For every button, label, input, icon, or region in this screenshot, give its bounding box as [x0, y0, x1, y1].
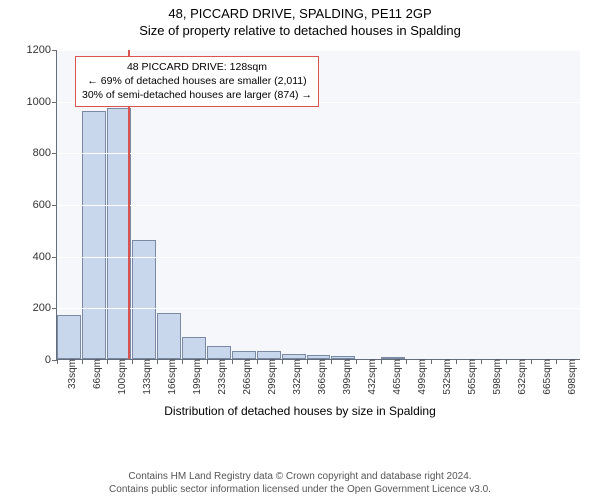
bar — [157, 313, 181, 360]
bar — [232, 351, 256, 359]
x-tick-mark — [132, 359, 133, 364]
x-tick-label: 299sqm — [265, 359, 278, 395]
x-tick-mark — [331, 359, 332, 364]
y-tick-mark — [52, 205, 57, 206]
x-tick-mark — [307, 359, 308, 364]
x-tick-label: 33sqm — [65, 359, 78, 389]
bar — [57, 315, 81, 359]
y-tick-mark — [52, 50, 57, 51]
bar — [182, 337, 206, 359]
x-tick-mark — [157, 359, 158, 364]
bar — [107, 108, 131, 359]
x-tick-label: 133sqm — [140, 359, 153, 395]
annotation-box: 48 PICCARD DRIVE: 128sqm ← 69% of detach… — [75, 56, 319, 107]
x-tick-label: 233sqm — [215, 359, 228, 395]
annotation-line2: ← 69% of detached houses are smaller (2,… — [82, 74, 312, 88]
x-tick-label: 366sqm — [315, 359, 328, 395]
y-tick-mark — [52, 153, 57, 154]
x-axis-label: Distribution of detached houses by size … — [164, 404, 436, 418]
footer-line1: Contains HM Land Registry data © Crown c… — [109, 470, 491, 483]
x-tick-mark — [107, 359, 108, 364]
gridline — [57, 257, 580, 258]
page-subtitle: Size of property relative to detached ho… — [0, 21, 600, 42]
page-title: 48, PICCARD DRIVE, SPALDING, PE11 2GP — [0, 0, 600, 21]
footer-line2: Contains public sector information licen… — [109, 483, 491, 496]
x-tick-label: 399sqm — [340, 359, 353, 395]
x-tick-label: 632sqm — [515, 359, 528, 395]
gridline — [57, 308, 580, 309]
plot-area: 48 PICCARD DRIVE: 128sqm ← 69% of detach… — [56, 50, 580, 360]
x-tick-label: 565sqm — [465, 359, 478, 395]
x-tick-mark — [356, 359, 357, 364]
x-tick-mark — [82, 359, 83, 364]
x-tick-label: 532sqm — [440, 359, 453, 395]
x-tick-mark — [207, 359, 208, 364]
x-tick-label: 66sqm — [90, 359, 103, 389]
x-tick-label: 465sqm — [390, 359, 403, 395]
x-tick-mark — [57, 359, 58, 364]
bar — [82, 111, 106, 359]
gridline — [57, 153, 580, 154]
y-tick-mark — [52, 308, 57, 309]
x-tick-mark — [506, 359, 507, 364]
x-tick-mark — [182, 359, 183, 364]
bar — [207, 346, 231, 359]
x-tick-label: 100sqm — [115, 359, 128, 395]
x-tick-label: 665sqm — [540, 359, 553, 395]
x-tick-mark — [431, 359, 432, 364]
bar — [132, 240, 156, 359]
x-tick-label: 166sqm — [165, 359, 178, 395]
x-tick-mark — [481, 359, 482, 364]
x-tick-label: 432sqm — [365, 359, 378, 395]
chart-container: Number of detached properties 48 PICCARD… — [0, 44, 600, 424]
annotation-line3: 30% of semi-detached houses are larger (… — [82, 88, 312, 102]
x-tick-label: 332sqm — [290, 359, 303, 395]
x-tick-mark — [282, 359, 283, 364]
x-tick-mark — [232, 359, 233, 364]
annotation-line1: 48 PICCARD DRIVE: 128sqm — [82, 60, 312, 74]
y-tick-mark — [52, 257, 57, 258]
x-tick-label: 499sqm — [415, 359, 428, 395]
footer: Contains HM Land Registry data © Crown c… — [109, 470, 491, 496]
bar — [257, 351, 281, 359]
x-tick-mark — [556, 359, 557, 364]
x-tick-label: 199sqm — [190, 359, 203, 395]
x-tick-mark — [456, 359, 457, 364]
x-tick-mark — [257, 359, 258, 364]
x-tick-mark — [381, 359, 382, 364]
x-tick-label: 266sqm — [240, 359, 253, 395]
x-tick-mark — [531, 359, 532, 364]
y-tick-mark — [52, 102, 57, 103]
x-tick-label: 698sqm — [565, 359, 578, 395]
x-tick-label: 598sqm — [490, 359, 503, 395]
gridline — [57, 205, 580, 206]
x-tick-mark — [406, 359, 407, 364]
gridline — [57, 50, 580, 51]
